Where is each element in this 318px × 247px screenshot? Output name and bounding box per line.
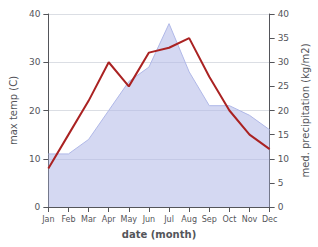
svg-text:Mar: Mar: [81, 215, 97, 224]
svg-text:20: 20: [278, 106, 290, 116]
svg-text:date (month): date (month): [122, 229, 196, 240]
svg-text:Apr: Apr: [102, 215, 117, 224]
svg-text:Jan: Jan: [41, 215, 54, 224]
svg-text:10: 10: [278, 154, 290, 164]
svg-text:40: 40: [278, 9, 290, 19]
svg-text:Feb: Feb: [61, 215, 75, 224]
svg-text:med. precipitation (kg/m2): med. precipitation (kg/m2): [300, 43, 311, 177]
svg-text:Sep: Sep: [202, 215, 217, 224]
svg-text:Oct: Oct: [222, 215, 236, 224]
svg-text:0: 0: [278, 202, 284, 212]
svg-text:Nov: Nov: [242, 215, 258, 224]
svg-text:0: 0: [35, 202, 41, 212]
svg-text:Jul: Jul: [163, 215, 174, 224]
svg-text:30: 30: [29, 57, 41, 67]
svg-text:May: May: [121, 215, 138, 224]
svg-text:15: 15: [278, 130, 289, 140]
svg-text:40: 40: [29, 9, 41, 19]
svg-text:Aug: Aug: [181, 215, 197, 224]
svg-text:25: 25: [278, 81, 289, 91]
svg-text:30: 30: [278, 57, 290, 67]
svg-text:Jun: Jun: [142, 215, 156, 224]
svg-text:max temp (C): max temp (C): [8, 76, 19, 145]
svg-text:5: 5: [278, 178, 284, 188]
svg-text:10: 10: [29, 154, 41, 164]
svg-text:Dec: Dec: [262, 215, 277, 224]
svg-text:35: 35: [278, 33, 289, 43]
svg-text:20: 20: [29, 106, 41, 116]
